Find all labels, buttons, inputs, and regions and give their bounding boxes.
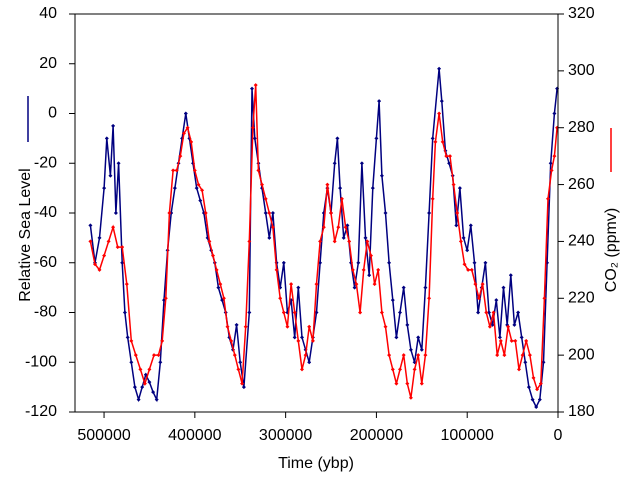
y2-tick-label: 240 <box>568 233 595 250</box>
x-tick-label: 300000 <box>259 427 312 444</box>
y2-tick-label: 260 <box>568 176 595 193</box>
y-tick-label: 0 <box>48 105 57 122</box>
x-axis-label: Time (ybp) <box>278 455 354 472</box>
y-tick-label: -60 <box>34 254 57 271</box>
y-tick-label: 20 <box>39 55 57 72</box>
y-tick-label: -20 <box>34 154 57 171</box>
y-tick-label: -100 <box>25 353 57 370</box>
y2-axis-label: CO₂ (ppmv) <box>603 208 620 292</box>
y-tick-label: -40 <box>34 204 57 221</box>
y2-tick-label: 300 <box>568 62 595 79</box>
y-tick-label: -120 <box>25 403 57 420</box>
y2-tick-label: 180 <box>568 403 595 420</box>
x-tick-label: 200000 <box>350 427 403 444</box>
x-tick-label: 100000 <box>441 427 494 444</box>
y-tick-label: 40 <box>39 5 57 22</box>
y2-tick-label: 280 <box>568 119 595 136</box>
x-tick-label: 0 <box>554 427 563 444</box>
x-tick-label: 400000 <box>168 427 221 444</box>
plot-area <box>88 66 560 409</box>
y2-tick-label: 220 <box>568 290 595 307</box>
y2-tick-label: 200 <box>568 346 595 363</box>
x-tick-label: 500000 <box>77 427 130 444</box>
data-line <box>88 83 560 400</box>
plot-frame <box>74 13 559 413</box>
y-tick-label: -80 <box>34 304 57 321</box>
data-line <box>88 66 560 409</box>
y-axis-label: Relative Sea Level <box>17 168 34 301</box>
y2-tick-label: 320 <box>568 5 595 22</box>
